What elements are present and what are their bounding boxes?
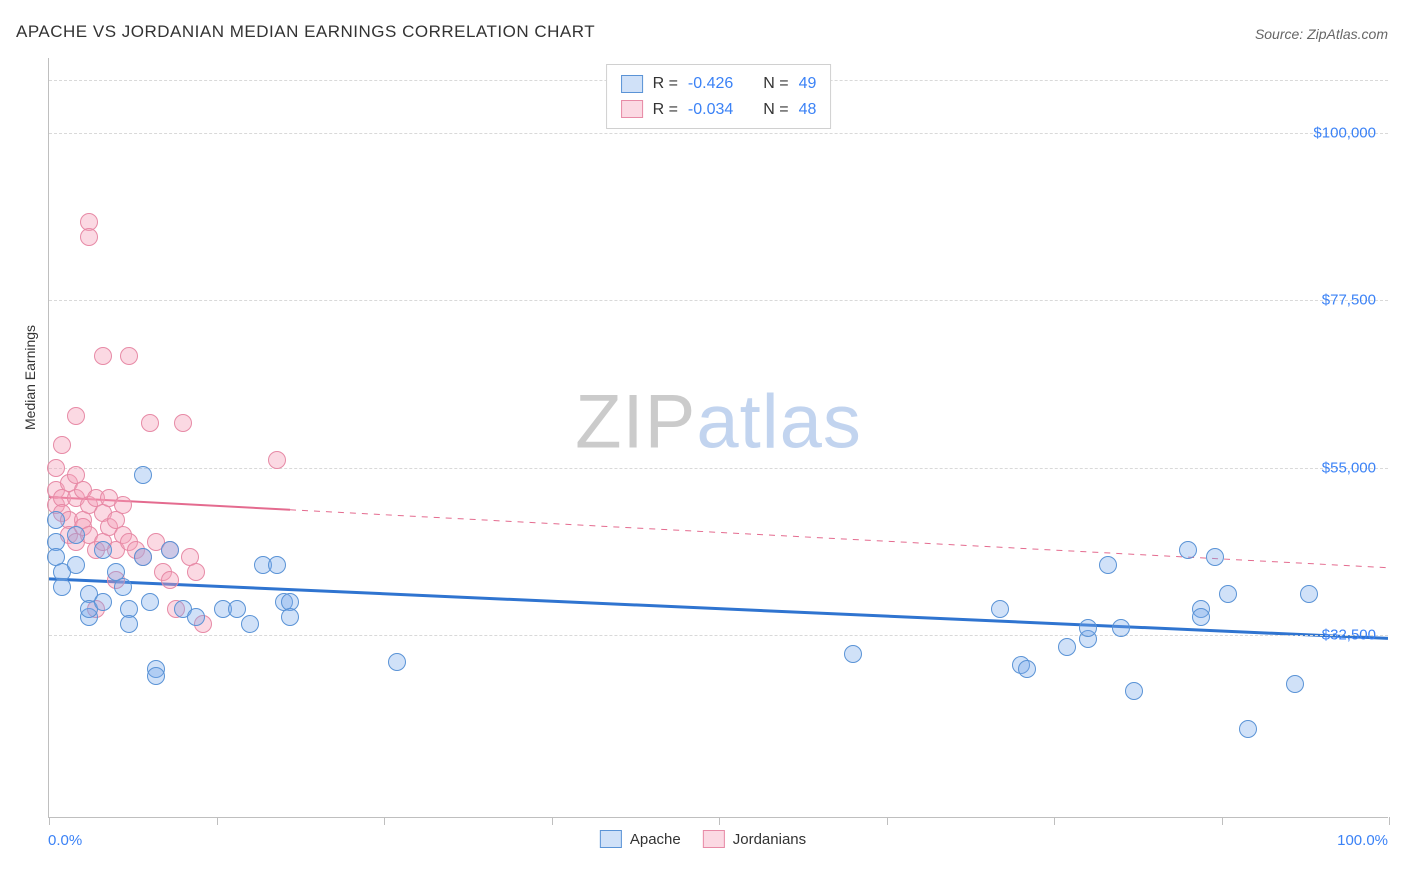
legend-row: R = -0.426 N = 49 — [621, 71, 817, 97]
legend-series-name: Apache — [630, 831, 681, 848]
scatter-point — [47, 511, 65, 529]
scatter-point — [187, 608, 205, 626]
scatter-point — [1300, 585, 1318, 603]
gridline — [49, 133, 1388, 134]
scatter-plot: ZIPatlas R = -0.426 N = 49 R = -0.034 N = 48 $3… — [48, 58, 1388, 818]
x-axis-min-label: 0.0% — [48, 832, 82, 849]
scatter-point — [141, 593, 159, 611]
legend-n-value: 49 — [799, 71, 817, 97]
scatter-point — [1112, 619, 1130, 637]
scatter-point — [241, 615, 259, 633]
legend-swatch — [621, 100, 643, 118]
scatter-point — [161, 571, 179, 589]
scatter-point — [1099, 556, 1117, 574]
y-axis-label: Median Earnings — [22, 325, 38, 430]
scatter-point — [268, 556, 286, 574]
x-tick — [49, 817, 50, 825]
legend-item: Jordanians — [703, 830, 806, 848]
legend-r-label: R = — [653, 97, 678, 123]
scatter-point — [134, 548, 152, 566]
scatter-point — [268, 451, 286, 469]
gridline — [49, 635, 1388, 636]
y-tick-label: $100,000 — [1313, 124, 1376, 141]
scatter-point — [141, 414, 159, 432]
legend-r-value: -0.426 — [688, 71, 733, 97]
scatter-point — [1125, 682, 1143, 700]
scatter-point — [67, 407, 85, 425]
x-tick — [1389, 817, 1390, 825]
scatter-point — [53, 578, 71, 596]
legend-series-name: Jordanians — [733, 831, 806, 848]
scatter-point — [94, 593, 112, 611]
scatter-point — [114, 578, 132, 596]
x-tick — [384, 817, 385, 825]
scatter-point — [1206, 548, 1224, 566]
scatter-point — [1192, 608, 1210, 626]
legend-item: Apache — [600, 830, 681, 848]
x-tick — [1054, 817, 1055, 825]
x-tick — [1222, 817, 1223, 825]
scatter-point — [53, 436, 71, 454]
scatter-point — [844, 645, 862, 663]
series-legend: Apache Jordanians — [600, 830, 806, 848]
scatter-point — [67, 556, 85, 574]
chart-title: APACHE VS JORDANIAN MEDIAN EARNINGS CORR… — [16, 22, 595, 42]
scatter-point — [80, 228, 98, 246]
scatter-point — [1058, 638, 1076, 656]
legend-swatch — [600, 830, 622, 848]
scatter-point — [134, 466, 152, 484]
scatter-point — [94, 347, 112, 365]
scatter-point — [281, 608, 299, 626]
scatter-point — [1018, 660, 1036, 678]
scatter-point — [1286, 675, 1304, 693]
scatter-point — [174, 414, 192, 432]
x-tick — [719, 817, 720, 825]
scatter-point — [161, 541, 179, 559]
legend-swatch — [703, 830, 725, 848]
scatter-point — [1239, 720, 1257, 738]
scatter-point — [1179, 541, 1197, 559]
y-tick-label: $32,500 — [1322, 627, 1376, 644]
scatter-point — [388, 653, 406, 671]
x-tick — [552, 817, 553, 825]
scatter-point — [120, 615, 138, 633]
x-tick — [217, 817, 218, 825]
legend-n-label: N = — [763, 97, 788, 123]
x-axis-max-label: 100.0% — [1337, 832, 1388, 849]
scatter-point — [94, 541, 112, 559]
scatter-point — [147, 667, 165, 685]
trend-lines — [49, 58, 1388, 817]
y-tick-label: $77,500 — [1322, 292, 1376, 309]
scatter-point — [67, 526, 85, 544]
scatter-point — [1079, 619, 1097, 637]
scatter-point — [47, 459, 65, 477]
scatter-point — [187, 563, 205, 581]
scatter-point — [1219, 585, 1237, 603]
legend-swatch — [621, 75, 643, 93]
correlation-legend: R = -0.426 N = 49 R = -0.034 N = 48 — [606, 64, 832, 129]
scatter-point — [120, 347, 138, 365]
legend-r-label: R = — [653, 71, 678, 97]
scatter-point — [991, 600, 1009, 618]
gridline — [49, 300, 1388, 301]
x-tick — [887, 817, 888, 825]
legend-r-value: -0.034 — [688, 97, 733, 123]
watermark: ZIPatlas — [575, 379, 862, 466]
source-label: Source: ZipAtlas.com — [1255, 26, 1388, 42]
y-tick-label: $55,000 — [1322, 459, 1376, 476]
legend-n-label: N = — [763, 71, 788, 97]
legend-row: R = -0.034 N = 48 — [621, 97, 817, 123]
scatter-point — [228, 600, 246, 618]
legend-n-value: 48 — [799, 97, 817, 123]
gridline — [49, 468, 1388, 469]
scatter-point — [114, 496, 132, 514]
